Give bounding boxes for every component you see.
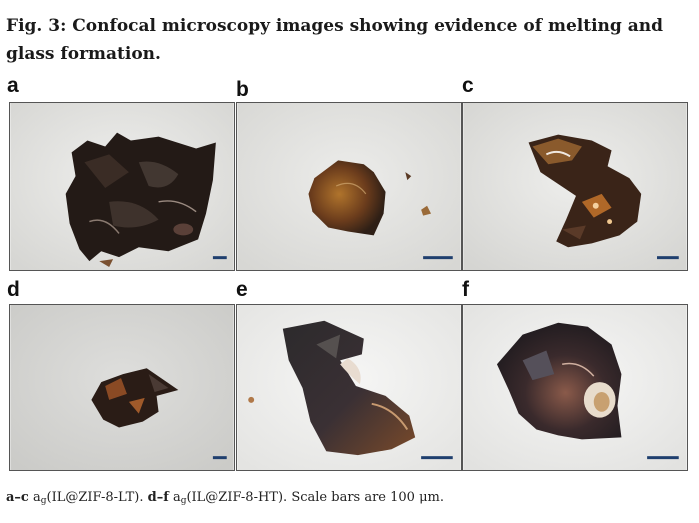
caption-sample-prefix-1: a (32, 490, 41, 505)
panel-label-e: e (236, 278, 248, 301)
figure-caption: a–c ag(IL@ZIF-8-LT). d–f ag(IL@ZIF-8-HT)… (6, 490, 696, 506)
scale-bar-c (657, 256, 679, 260)
micrograph-d-image (10, 305, 234, 470)
caption-scale-note: Scale bars are 100 μm. (291, 490, 444, 505)
micrograph-e-image (237, 305, 461, 470)
micrograph-c-image (463, 103, 687, 270)
micrograph-f-image (463, 305, 687, 470)
scale-bar-a (212, 256, 227, 260)
micrograph-b-image (237, 103, 461, 270)
micrograph-panel-f (462, 304, 688, 471)
micrograph-panel-a (9, 102, 235, 271)
caption-sample-prefix-2: a (172, 490, 181, 505)
panel-label-a: a (7, 74, 19, 97)
panel-label-c: c (462, 74, 474, 97)
scale-bar-f (647, 456, 679, 460)
scale-bar-d (212, 456, 227, 460)
micrograph-panel-c (462, 102, 688, 271)
micrograph-panel-d (9, 304, 235, 471)
micrograph-panel-b (236, 102, 462, 271)
caption-sample-sub-1: g (40, 496, 47, 506)
caption-range-df: d–f (147, 490, 169, 505)
panel-label-f: f (462, 278, 469, 301)
scale-bar-b (423, 256, 453, 260)
caption-sample-name-2: (IL@ZIF-8-HT). (186, 490, 288, 505)
panel-label-d: d (7, 278, 20, 301)
caption-sample-name-1: (IL@ZIF-8-LT). (46, 490, 144, 505)
panel-label-b: b (236, 78, 249, 101)
micrograph-panel-e (236, 304, 462, 471)
caption-range-ac: a–c (6, 490, 29, 505)
figure-title: Fig. 3: Confocal microscopy images showi… (6, 16, 663, 64)
caption-sample-sub-2: g (180, 496, 187, 506)
scale-bar-e (421, 456, 453, 460)
micrograph-a-image (10, 103, 234, 270)
